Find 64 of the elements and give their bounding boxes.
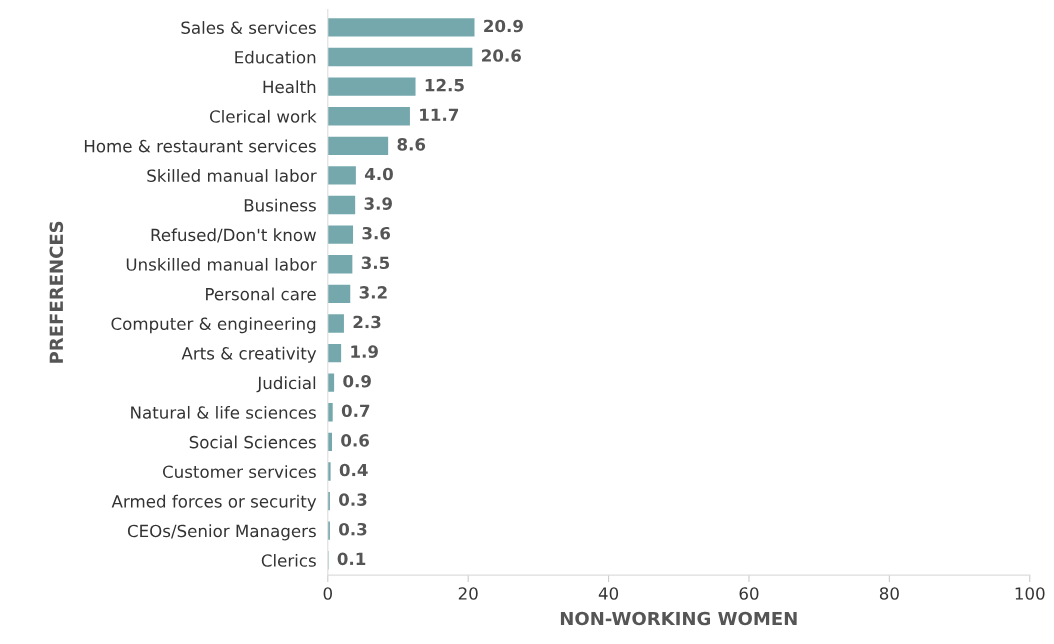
bar (327, 195, 356, 215)
y-tick-label: CEOs/Senior Managers (127, 524, 316, 541)
bar (327, 462, 331, 481)
data-label: 1.9 (351, 345, 378, 358)
data-label: 20.9 (484, 19, 523, 33)
y-tick-label: Computer & engineering (111, 317, 316, 334)
y-tick-label: Business (244, 198, 316, 212)
bar (327, 225, 354, 244)
y-tick-label: Social Sciences (189, 435, 316, 449)
y-tick-label: Personal care (206, 287, 316, 301)
x-tick-label: 60 (739, 587, 759, 600)
x-tick-label: 100 (1015, 587, 1045, 600)
y-tick-label: Armed forces or security (111, 494, 317, 511)
data-label: 0.4 (339, 463, 368, 477)
y-tick-label: Skilled manual labor (147, 169, 317, 183)
x-tick-label: 80 (879, 587, 899, 600)
data-label: 0.1 (337, 552, 366, 566)
y-tick-label: Sales & services (181, 21, 316, 34)
data-label: 4.0 (364, 167, 393, 181)
data-label: 0.3 (339, 522, 367, 536)
data-label: 0.3 (339, 493, 367, 506)
bar (327, 432, 333, 452)
data-label: 8.6 (397, 138, 426, 151)
y-axis-title: PREFERENCES (49, 221, 64, 363)
x-axis-title: NON-WORKING WOMEN (560, 611, 797, 626)
bar (327, 491, 330, 511)
y-tick-label: Customer services (162, 465, 316, 479)
y-tick-label: Education (235, 50, 316, 64)
data-label: 3.6 (362, 226, 391, 240)
bar (327, 47, 473, 67)
y-tick-label: Arts & creativity (181, 346, 317, 363)
y-tick-label: Unskilled manual labor (126, 257, 317, 271)
data-label: 0.9 (343, 374, 371, 388)
y-tick-label: Clerics (261, 553, 316, 567)
y-tick-label: Health (263, 80, 316, 94)
bar (327, 255, 353, 274)
y-tick-label: Natural & life sciences (131, 405, 316, 419)
data-label: 0.7 (341, 404, 370, 418)
bar (327, 373, 335, 392)
data-label: 20.6 (482, 49, 521, 62)
bar (327, 136, 389, 156)
y-tick-label: Refused/Don't know (151, 228, 316, 243)
data-label: 12.5 (425, 78, 464, 92)
y-tick-label: Home & restaurant services (84, 139, 316, 153)
bar (327, 314, 344, 333)
bar (327, 18, 475, 37)
x-tick-label: 0 (323, 587, 332, 600)
bar (327, 77, 416, 96)
bar (327, 107, 410, 126)
x-tick-label: 20 (458, 587, 478, 600)
bar (327, 166, 356, 185)
y-tick-label: Judicial (256, 376, 316, 393)
bar (327, 403, 333, 422)
bar (327, 343, 342, 363)
data-label: 0.6 (341, 434, 369, 447)
data-label: 2.3 (353, 315, 381, 329)
data-label: 11.7 (420, 108, 459, 121)
bar (327, 521, 330, 540)
data-label: 3.9 (364, 197, 392, 210)
x-tick-label: 40 (598, 587, 619, 600)
data-label: 3.2 (359, 286, 387, 299)
y-tick-label: Clerical work (209, 109, 317, 123)
data-label: 3.5 (361, 256, 390, 270)
bar (327, 284, 351, 304)
